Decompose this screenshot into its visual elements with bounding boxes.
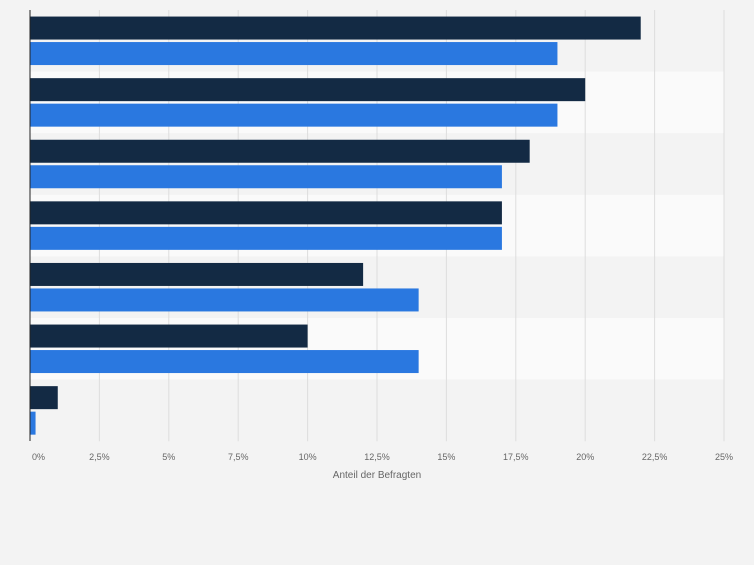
x-tick-label: 5%	[162, 452, 175, 462]
x-tick-label: 20%	[576, 452, 594, 462]
bar	[30, 386, 58, 410]
bar	[30, 411, 36, 435]
x-axis-label: Anteil der Befragten	[333, 470, 421, 481]
x-tick-label: 12,5%	[364, 452, 390, 462]
bar	[30, 350, 419, 374]
x-tick-label: 22,5%	[642, 452, 668, 462]
bar	[30, 165, 502, 189]
bar	[30, 16, 641, 40]
bar	[30, 324, 308, 348]
x-tick-labels: 0% 2,5% 5% 7,5% 10% 12,5% 15% 17,5% 20% 22,5% 25%	[32, 452, 733, 462]
bar	[30, 226, 502, 250]
bars	[30, 16, 641, 435]
bar	[30, 288, 419, 312]
bar	[30, 78, 586, 102]
x-tick-label: 2,5%	[89, 452, 110, 462]
x-tick-label: 7,5%	[228, 452, 249, 462]
x-tick-label: 25%	[715, 452, 733, 462]
x-tick-label: 0%	[32, 452, 45, 462]
bar	[30, 42, 558, 66]
x-tick-label: 10%	[299, 452, 317, 462]
x-tick-label: 15%	[437, 452, 455, 462]
bar	[30, 103, 558, 127]
bar	[30, 139, 530, 163]
x-tick-label: 17,5%	[503, 452, 529, 462]
bar	[30, 201, 502, 225]
bar	[30, 262, 364, 286]
